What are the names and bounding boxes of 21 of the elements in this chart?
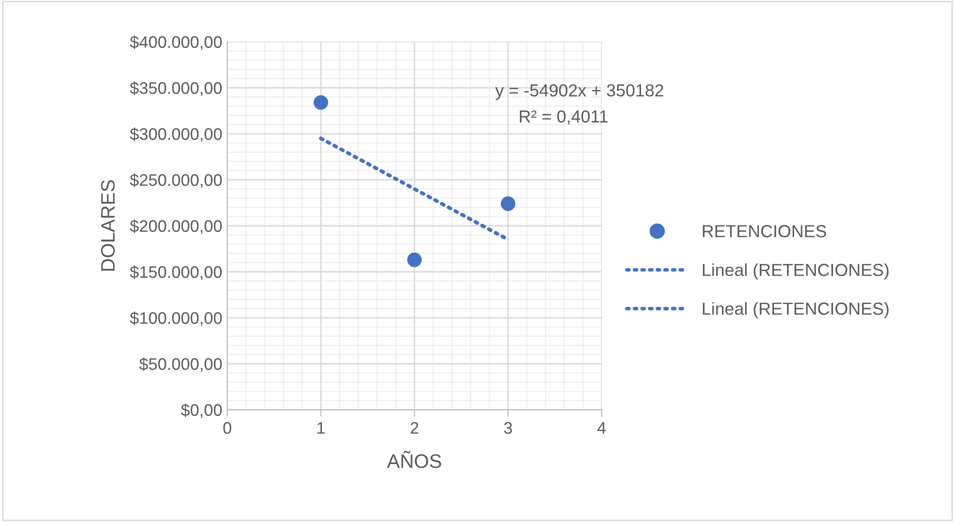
- legend-label: Lineal (RETENCIONES): [702, 302, 889, 318]
- x-tick-label: 2: [410, 422, 418, 434]
- legend-label: RETENCIONES: [702, 225, 826, 238]
- y-tick-label: $300.000,00: [130, 127, 222, 142]
- y-tick-label: $200.000,00: [130, 219, 222, 234]
- x-tick-label: 4: [597, 422, 606, 434]
- x-tick-label: 0: [223, 422, 232, 434]
- y-tick-label: $250.000,00: [130, 173, 222, 188]
- y-tick-label: $0,00: [180, 403, 222, 418]
- y-axis-title: DOLARES: [101, 180, 115, 271]
- annotation: y = -54902x + 350182: [495, 84, 664, 100]
- annotation: R² = 0,4011: [520, 110, 608, 125]
- y-tick-label: $150.000,00: [130, 265, 222, 280]
- x-axis-title: AÑOS: [386, 450, 442, 468]
- y-tick-label: $400.000,00: [130, 35, 222, 50]
- legend-label: Lineal (RETENCIONES): [702, 263, 889, 280]
- y-tick-label: $350.000,00: [130, 81, 222, 96]
- y-tick-label: $50.000,00: [139, 357, 222, 372]
- x-tick-label: 3: [504, 422, 512, 434]
- y-tick-label: $100.000,00: [130, 311, 222, 326]
- x-tick-label: 1: [318, 422, 325, 434]
